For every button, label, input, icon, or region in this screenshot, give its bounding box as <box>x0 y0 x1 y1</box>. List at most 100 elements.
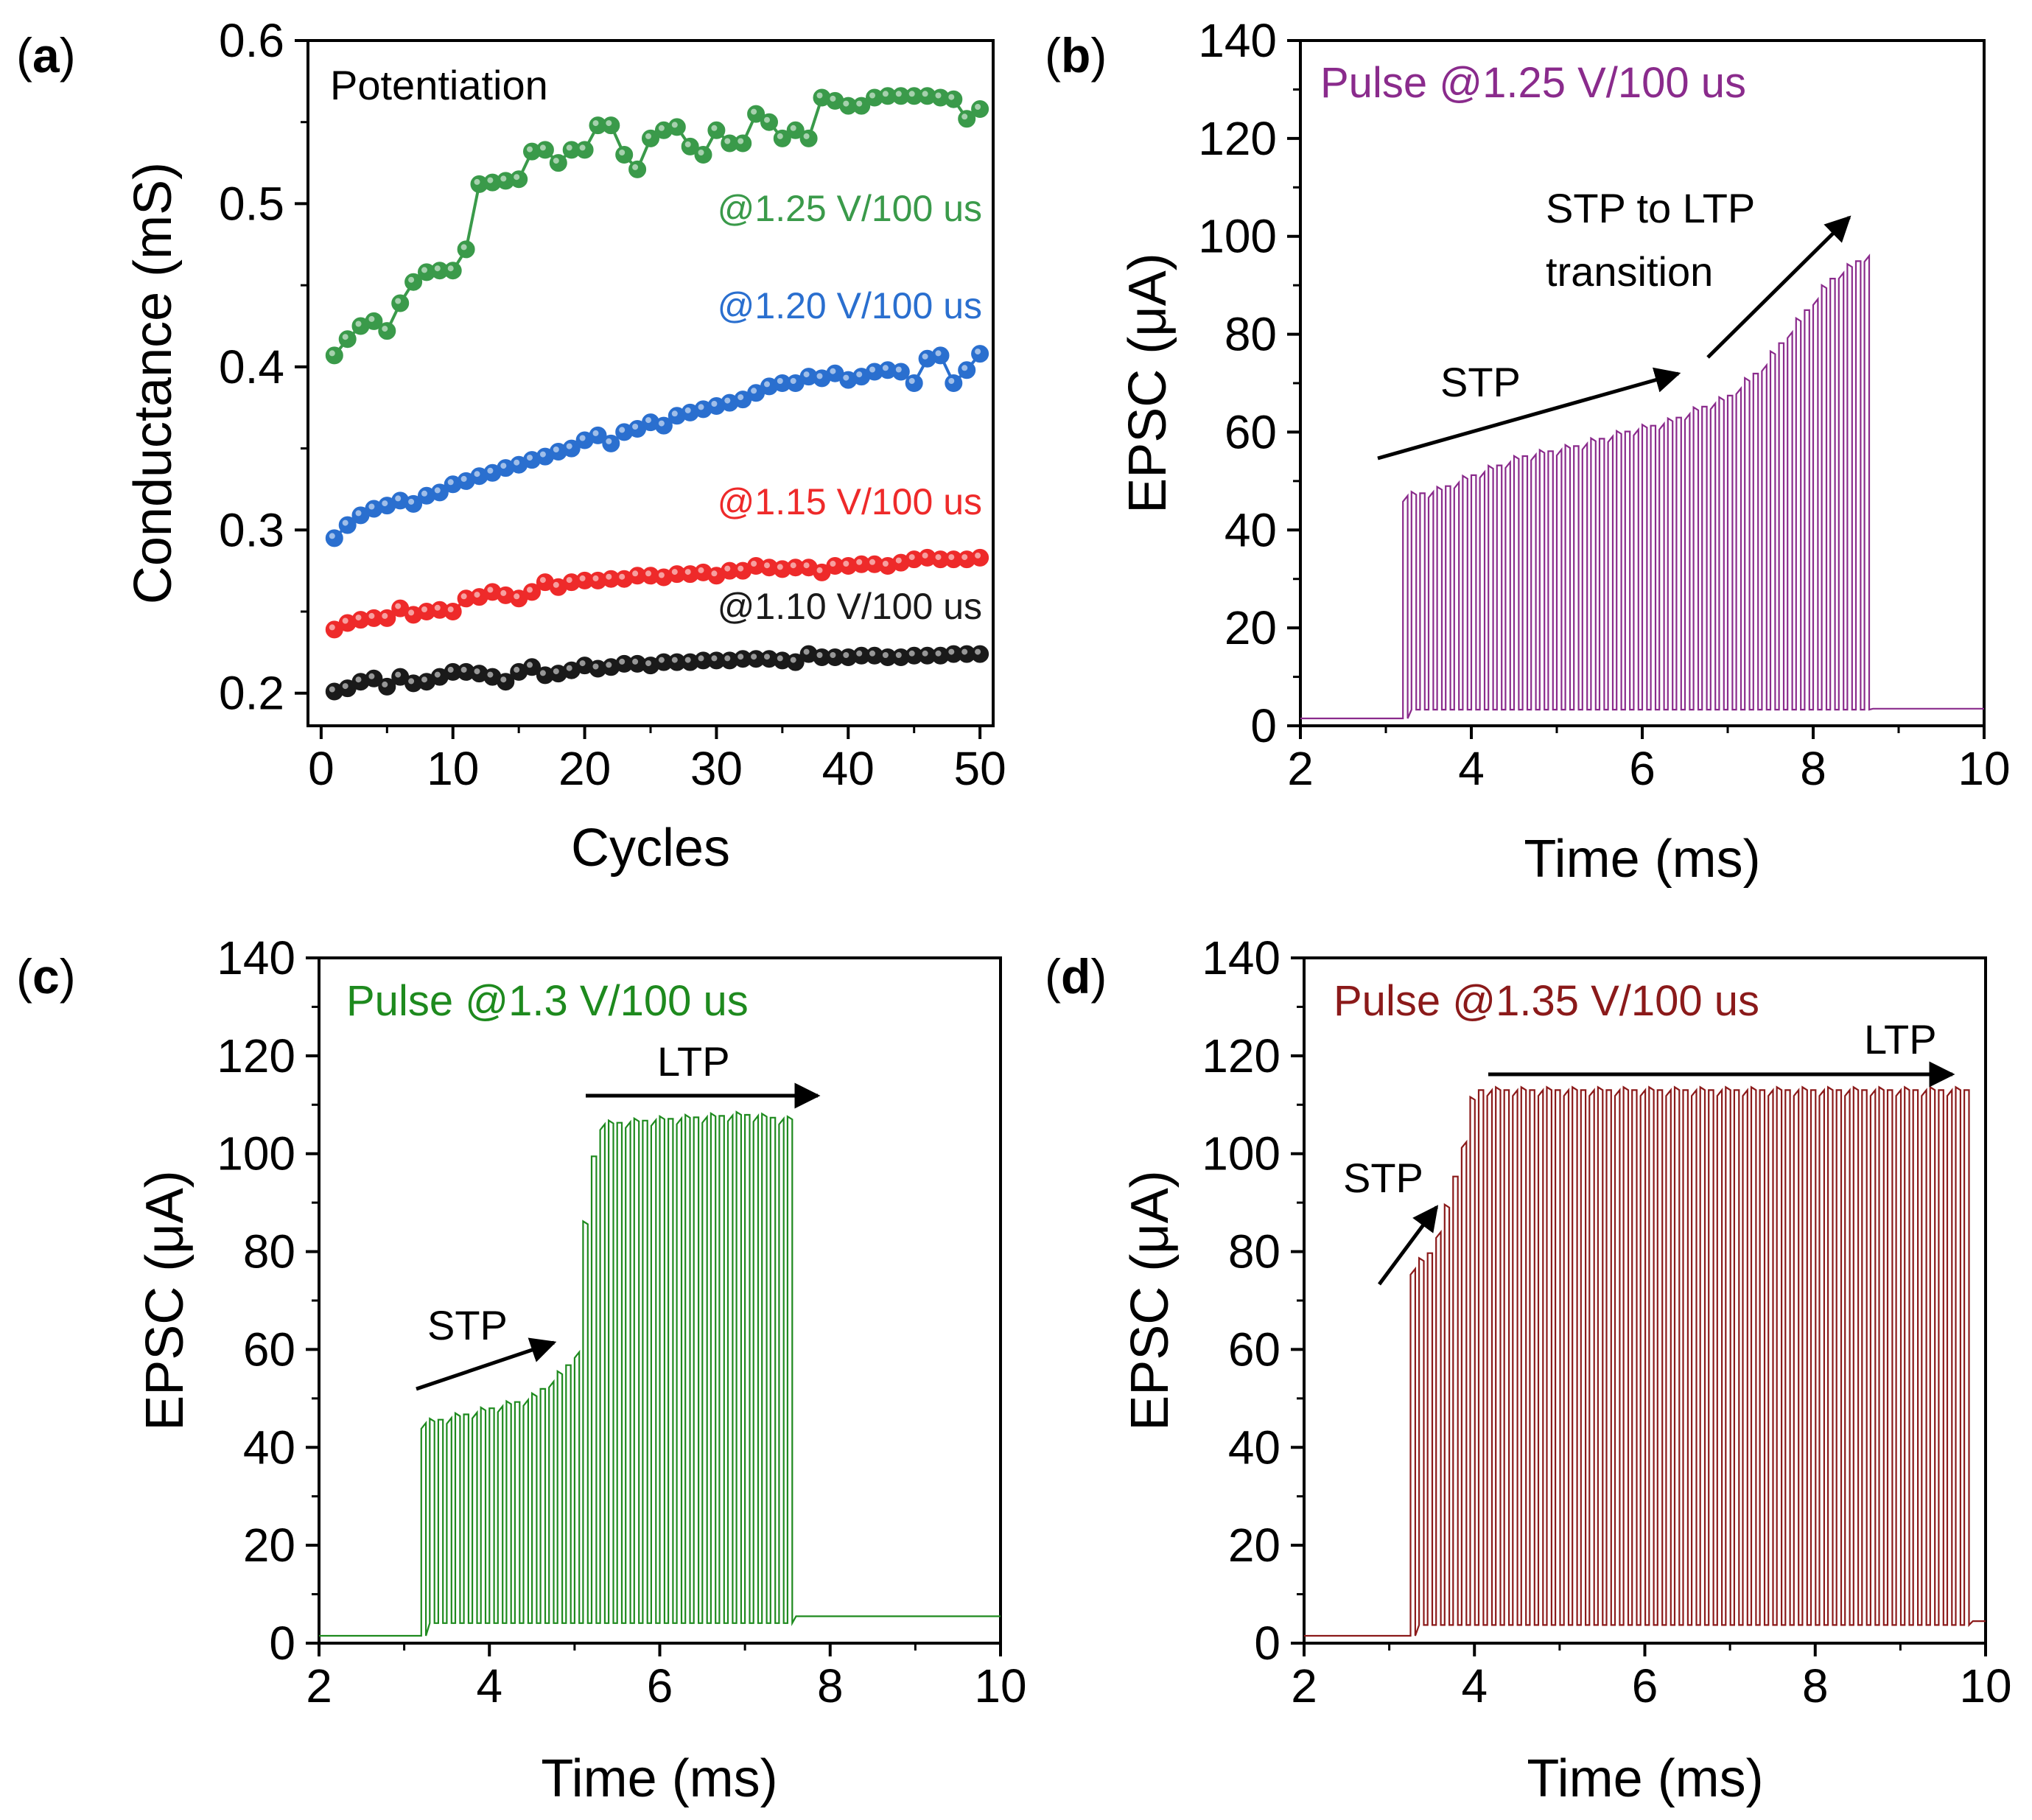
data-point-highlight <box>803 562 810 569</box>
data-point-highlight <box>751 388 757 394</box>
data-point-highlight <box>948 94 955 100</box>
data-point-highlight <box>368 673 375 679</box>
data-point-highlight <box>539 451 546 458</box>
data-point-highlight <box>527 146 533 153</box>
data-point-highlight <box>698 150 704 155</box>
series-label-115: @1.15 V/100 us <box>718 481 982 522</box>
panel-c-y-tick-labels: 0 20 40 60 80 100 120 140 <box>217 931 295 1670</box>
data-point <box>325 529 343 547</box>
x-tick-label: 2 <box>1287 742 1314 795</box>
data-point-highlight <box>382 326 388 332</box>
data-point-highlight <box>724 655 731 662</box>
data-point-highlight <box>777 378 783 384</box>
y-tick-label: 60 <box>1228 1323 1280 1376</box>
x-tick-label: 6 <box>647 1659 673 1712</box>
y-tick-label: 0 <box>269 1617 295 1670</box>
data-point <box>338 330 357 349</box>
data-point <box>971 100 989 118</box>
panel-d-epsc-chart: (d) 2 4 6 8 10 0 20 40 60 80 100 120 140 Pulse @1.3… <box>1045 931 2012 1808</box>
data-point-highlight <box>922 91 928 97</box>
panel-c-x-tick-labels: 2 4 6 8 10 <box>306 1659 1026 1712</box>
d-epsc-trace <box>1304 1085 1986 1637</box>
data-point-highlight <box>777 564 783 570</box>
data-point-highlight <box>619 150 626 155</box>
data-point-highlight <box>579 575 586 581</box>
data-point-highlight <box>632 164 639 170</box>
data-point-highlight <box>895 91 902 97</box>
data-point-highlight <box>816 567 823 573</box>
data-point-highlight <box>711 655 718 662</box>
data-point-highlight <box>935 554 942 561</box>
data-point-highlight <box>606 573 612 580</box>
data-point-highlight <box>514 459 520 466</box>
data-point-highlight <box>645 133 651 139</box>
data-point-highlight <box>474 668 480 675</box>
x-tick-label: 10 <box>1958 742 2010 795</box>
data-point-highlight <box>329 533 335 539</box>
y-tick-label: 20 <box>243 1519 295 1572</box>
y-tick-label: 140 <box>1198 14 1277 67</box>
panel-a-series <box>325 87 989 701</box>
data-point-highlight <box>553 447 559 452</box>
data-point-highlight <box>645 570 651 577</box>
data-point <box>694 146 712 164</box>
data-point-highlight <box>460 593 467 600</box>
y-tick-label: 120 <box>217 1029 295 1082</box>
data-point <box>602 116 620 135</box>
data-point <box>971 548 989 567</box>
data-point-highlight <box>619 658 626 665</box>
data-point-highlight <box>698 404 704 410</box>
data-point-highlight <box>579 660 586 667</box>
c-epsc-trace <box>319 1110 1001 1637</box>
y-tick-label: 80 <box>1228 1225 1280 1278</box>
data-point-highlight <box>843 561 849 567</box>
panel-b-series-label: Pulse @1.25 V/100 us <box>1320 59 1746 107</box>
data-point-highlight <box>421 490 427 497</box>
x-tick-label: 0 <box>308 742 334 795</box>
data-point-highlight <box>421 267 427 273</box>
data-point-highlight <box>684 657 691 663</box>
data-point-highlight <box>856 650 863 657</box>
data-point-highlight <box>368 315 375 322</box>
data-point-highlight <box>948 554 955 561</box>
data-point-highlight <box>355 321 362 327</box>
data-point-highlight <box>500 463 507 469</box>
data-point-highlight <box>922 552 928 559</box>
panel-b-ticks <box>1287 39 1986 739</box>
data-point-highlight <box>869 92 875 99</box>
data-point-highlight <box>698 567 704 573</box>
data-point-highlight <box>777 133 783 139</box>
b-epsc-trace <box>1300 253 1984 720</box>
data-point-highlight <box>606 120 612 127</box>
data-point-highlight <box>948 648 955 655</box>
data-point <box>760 113 778 131</box>
x-tick-label: 8 <box>817 1659 844 1712</box>
y-tick-label: 120 <box>1198 112 1277 165</box>
data-point-highlight <box>382 612 388 619</box>
data-point-highlight <box>790 378 796 384</box>
panel-b-x-axis-label: Time (ms) <box>1524 830 1760 889</box>
data-point-highlight <box>961 648 968 655</box>
data-point-highlight <box>566 144 572 151</box>
data-point-highlight <box>514 666 520 673</box>
data-point-highlight <box>514 174 520 181</box>
panel-c-ltp-label: LTP <box>657 1038 730 1085</box>
series-label-120: @1.20 V/100 us <box>718 285 982 326</box>
data-point-highlight <box>619 427 626 433</box>
y-tick-label: 40 <box>1228 1421 1280 1474</box>
data-point-highlight <box>882 561 889 567</box>
data-point-highlight <box>487 671 494 678</box>
panel-a-y-tick-labels: 0.2 0.3 0.4 0.5 0.6 <box>219 14 284 720</box>
data-point-highlight <box>395 603 402 609</box>
panel-d-label: (d) <box>1045 949 1107 1004</box>
data-point-highlight <box>355 676 362 683</box>
data-point-highlight <box>460 244 467 251</box>
data-point-highlight <box>539 670 546 676</box>
panel-a-y-axis-label: Conductance (mS) <box>124 162 183 604</box>
panel-d-y-axis-label: EPSC (μA) <box>1121 1170 1180 1431</box>
panel-d-stp-arrow <box>1377 1205 1439 1286</box>
panel-b-label: (b) <box>1045 28 1107 83</box>
panel-a-annotation: Potentiation <box>330 62 548 108</box>
data-point-highlight <box>579 144 586 151</box>
